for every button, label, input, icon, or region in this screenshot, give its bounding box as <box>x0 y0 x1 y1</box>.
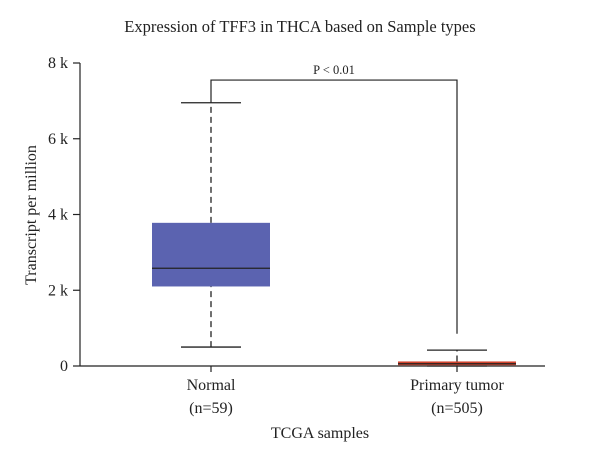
chart-title: Expression of TFF3 in THCA based on Samp… <box>124 17 475 36</box>
x-tick-label: Primary tumor <box>410 377 504 394</box>
x-axis-label: TCGA samples <box>271 425 369 442</box>
y-axis-label: Transcript per million <box>23 145 40 285</box>
y-tick-label: 8 k <box>48 55 68 72</box>
box <box>152 222 270 287</box>
y-tick-label: 4 k <box>48 207 68 224</box>
sample-count-label: (n=505) <box>431 400 483 417</box>
plot-area: 0 2 k 4 k 6 k 8 k Normal (n=59) Primary tumor (n… <box>48 55 545 417</box>
significance-label: P < 0.01 <box>313 63 355 77</box>
sample-count-label: (n=59) <box>189 400 233 417</box>
x-tick-label: Normal <box>187 377 236 394</box>
y-tick-label: 2 k <box>48 282 68 299</box>
y-tick-label: 6 k <box>48 131 68 148</box>
significance-bracket <box>210 79 458 334</box>
y-tick-label: 0 <box>60 358 68 375</box>
